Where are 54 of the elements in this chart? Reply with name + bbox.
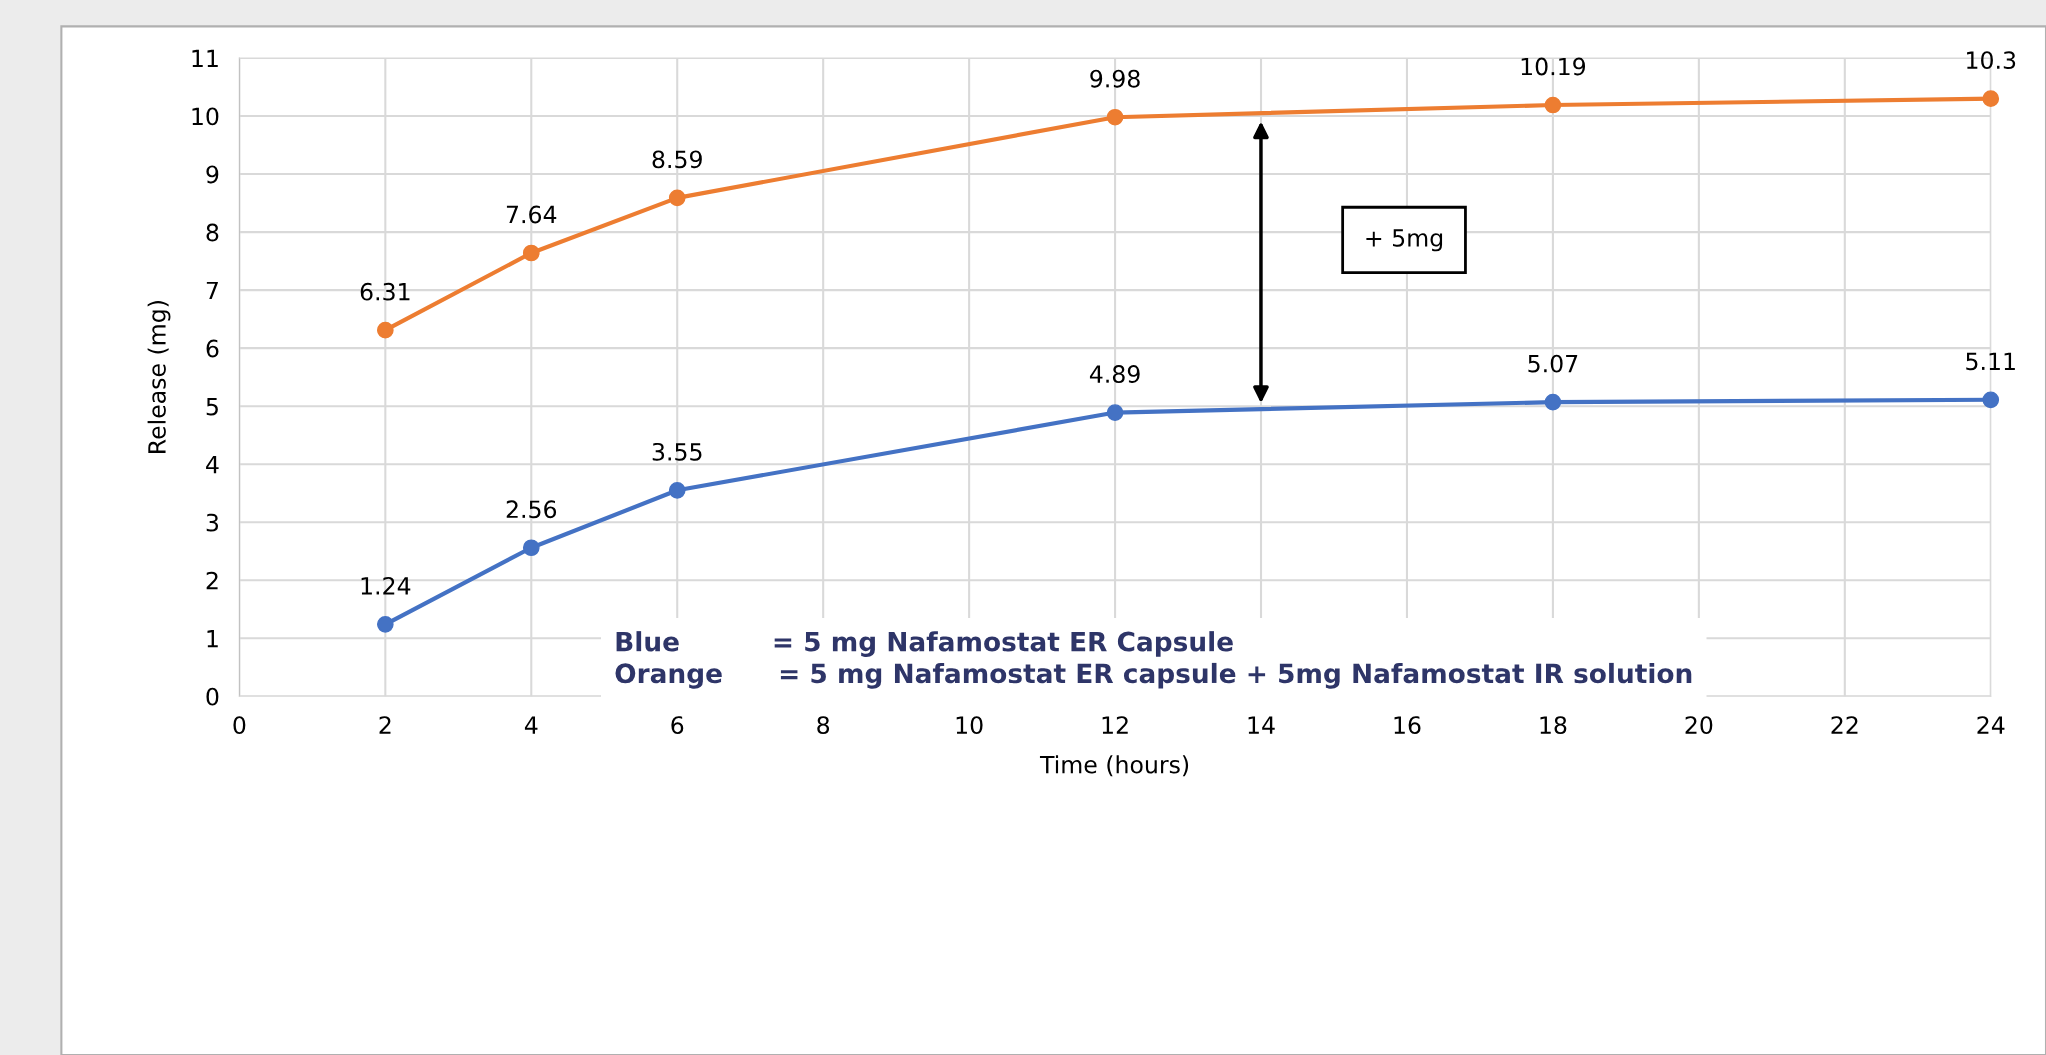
data-label: 2.56	[506, 500, 557, 519]
data-label: 10.19	[1521, 57, 1586, 76]
x-tick-label: 14	[1248, 716, 1275, 734]
point	[522, 539, 540, 557]
point	[1982, 391, 2000, 409]
point	[376, 321, 394, 339]
data-label: 7.64	[506, 205, 557, 224]
data-label: 5.07	[1528, 354, 1578, 373]
y-tick-label: 11	[192, 49, 218, 67]
data-label: 4.89	[1089, 365, 1140, 383]
y-tick-label: 1	[207, 630, 218, 648]
x-tick-label: 18	[1540, 716, 1567, 735]
x-tick-label: 16	[1394, 716, 1421, 735]
x-tick-label: 0	[233, 716, 246, 735]
x-tick-label: 20	[1685, 716, 1713, 735]
point	[522, 244, 540, 262]
data-label: 9.98	[1090, 69, 1140, 88]
data-label: 10.3	[1967, 51, 2016, 70]
y-tick-label: 7	[206, 281, 218, 300]
y-axis-title: Release (mg)	[147, 301, 171, 453]
x-tick-label: 4	[524, 716, 538, 734]
y-tick-label: 6	[206, 339, 219, 358]
x-tick-label: 22	[1831, 716, 1858, 734]
y-tick-label: 0	[206, 687, 219, 706]
y-tick-label: 8	[206, 223, 219, 242]
x-tick-label: 8	[817, 716, 830, 735]
x-tick-label: 24	[1977, 716, 2005, 734]
data-label: 5.11	[1966, 352, 2015, 371]
point	[376, 616, 394, 633]
point	[1544, 96, 1562, 114]
x-tick-label: 10	[956, 716, 983, 735]
y-tick-label: 5	[206, 397, 218, 416]
y-tick-label: 2	[206, 571, 218, 590]
point	[1106, 108, 1124, 126]
point	[1544, 393, 1562, 411]
annotation: + 5mg	[1366, 229, 1443, 252]
data-label: 1.24	[361, 576, 411, 595]
x-axis-title: Time (hours)	[1039, 755, 1189, 777]
data-label: 8.59	[652, 150, 702, 169]
y-tick-label: 9	[206, 165, 219, 184]
x-tick-label: 6	[671, 716, 684, 735]
y-tick-label: 10	[192, 107, 219, 126]
point	[668, 189, 686, 207]
point	[668, 481, 686, 499]
y-tick-label: 3	[206, 513, 219, 532]
x-tick-label: 12	[1102, 716, 1128, 734]
y-tick-label: 4	[206, 455, 219, 474]
point	[1982, 90, 2000, 107]
x-tick-label: 2	[379, 716, 391, 734]
point	[1106, 404, 1124, 421]
annotation: Blue = 5 mg Nafamostat ER Capsule	[616, 631, 1233, 657]
data-label: 3.55	[652, 442, 702, 461]
annotation: Orange = 5 mg Nafamostat ER capsule + 5mg Nafamostat IR solution	[615, 662, 1692, 689]
data-label: 6.31	[360, 282, 410, 301]
